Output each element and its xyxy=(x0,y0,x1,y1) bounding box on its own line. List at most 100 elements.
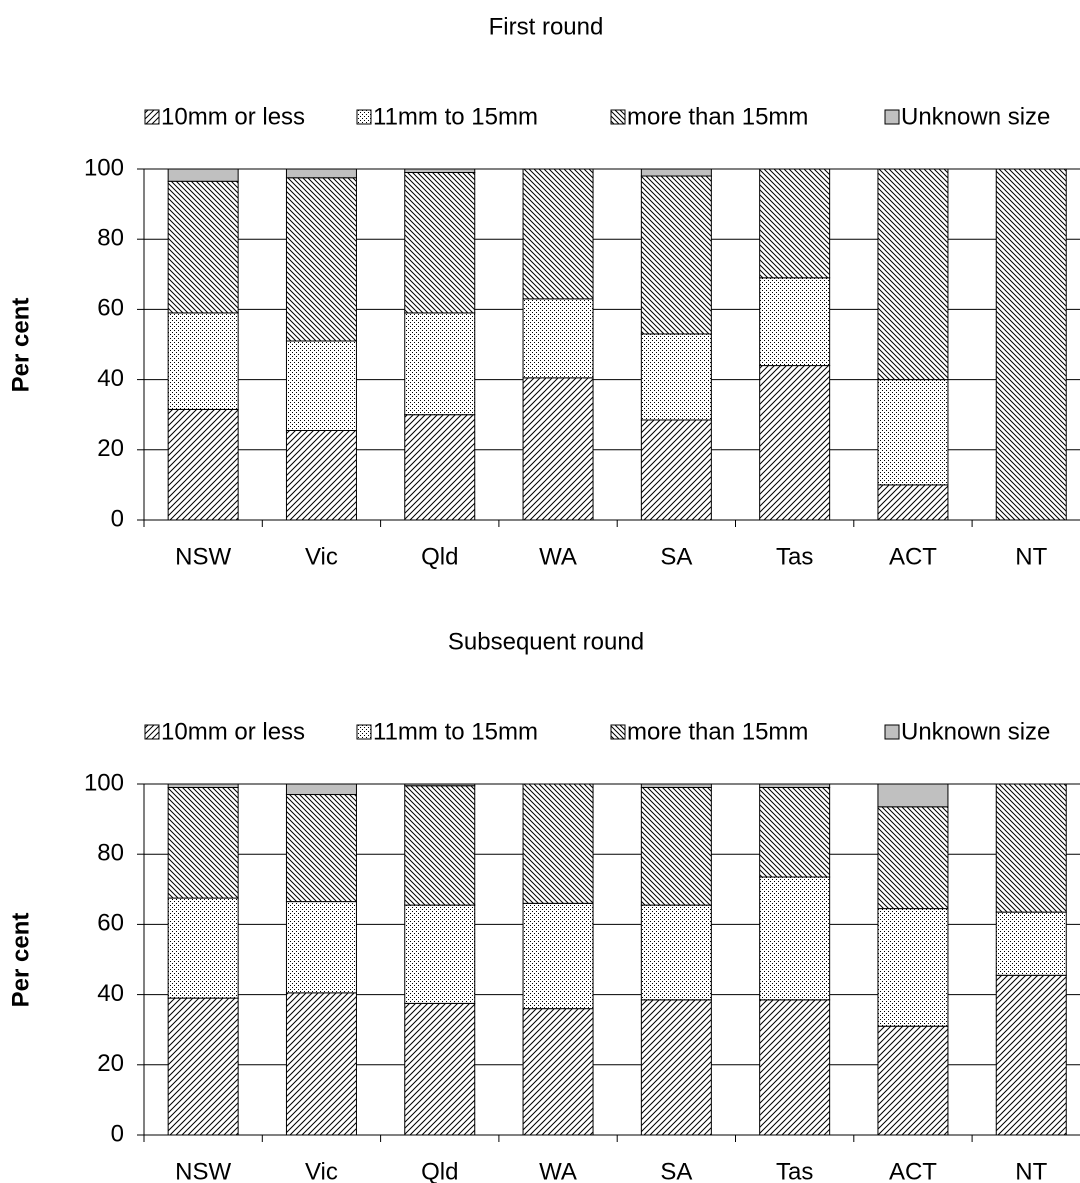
legend-label: 10mm or less xyxy=(161,718,305,745)
bar-segment xyxy=(640,175,712,335)
bar-segment xyxy=(877,806,949,910)
x-tick-label: NSW xyxy=(175,1158,231,1183)
bar-segment xyxy=(167,997,239,1136)
x-tick-label: Qld xyxy=(421,543,458,570)
bar-segment xyxy=(522,298,594,379)
legend-item: 10mm or less xyxy=(144,103,305,130)
bar-segment xyxy=(167,408,239,521)
bar-segment xyxy=(640,168,712,177)
bar-segment xyxy=(995,974,1067,1136)
y-tick-label: 100 xyxy=(84,154,124,181)
bar-segment xyxy=(995,783,1067,913)
legend-item: more than 15mm xyxy=(610,103,808,130)
bar-segment xyxy=(522,902,594,1010)
y-tick-label: 0 xyxy=(111,505,124,532)
bar-segment xyxy=(759,787,831,878)
chart: First round Per cent 10mm or less 11mm to 1… xyxy=(7,13,1080,570)
y-tick-label: 100 xyxy=(84,769,124,796)
x-tick-label: WA xyxy=(539,1158,577,1183)
bar-segment xyxy=(759,168,831,279)
y-tick-label: 80 xyxy=(97,840,124,867)
legend-swatch xyxy=(144,724,160,740)
legend-swatch xyxy=(884,724,900,740)
y-tick-label: 60 xyxy=(97,295,124,322)
bar-segment xyxy=(759,876,831,1001)
legend-label: 10mm or less xyxy=(161,103,305,130)
bar-segment xyxy=(877,1025,949,1136)
bar-segment xyxy=(640,904,712,1001)
legend-item: 11mm to 15mm xyxy=(356,718,538,745)
bar-segment xyxy=(759,365,831,521)
bar-segment xyxy=(167,180,239,314)
x-tick-label: Tas xyxy=(776,1158,813,1183)
bar-segment xyxy=(285,794,357,903)
x-tick-label: NSW xyxy=(175,543,231,570)
bar-segment xyxy=(404,1002,476,1136)
bar-segment xyxy=(167,783,239,789)
y-axis-label: Per cent xyxy=(7,298,34,393)
bar-segment xyxy=(404,414,476,521)
bar-segment xyxy=(877,908,949,1027)
y-tick-label: 0 xyxy=(111,1120,124,1147)
x-tick-label: Tas xyxy=(776,543,813,570)
bar-segment xyxy=(522,377,594,521)
legend-swatch xyxy=(356,724,372,740)
x-tick-label: WA xyxy=(539,543,577,570)
bar-segment xyxy=(404,785,476,906)
bar-segment xyxy=(404,904,476,1004)
bar-segment xyxy=(759,783,831,789)
legend-swatch xyxy=(884,109,900,125)
legend-label: Unknown size xyxy=(901,718,1050,745)
legend-label: 11mm to 15mm xyxy=(373,718,538,745)
bar-segment xyxy=(640,999,712,1136)
bar-segment xyxy=(404,783,476,787)
bar-segment xyxy=(404,168,476,174)
bar-segment xyxy=(285,340,357,431)
bar-segment xyxy=(640,333,712,421)
chart-title: Subsequent round xyxy=(448,628,644,655)
x-tick-label: ACT xyxy=(889,543,937,570)
chart: Subsequent round Per cent 10mm or less 11mm… xyxy=(7,628,1080,1183)
y-tick-label: 40 xyxy=(97,365,124,392)
bar-segment xyxy=(285,901,357,994)
bar-segment xyxy=(285,168,357,179)
legend-label: 11mm to 15mm xyxy=(373,103,538,130)
bar-segment xyxy=(167,168,239,182)
bar-segment xyxy=(877,484,949,521)
bar-segment xyxy=(640,783,712,789)
legend-item: 11mm to 15mm xyxy=(356,103,538,130)
x-tick-label: SA xyxy=(660,543,692,570)
y-tick-label: 20 xyxy=(97,435,124,462)
legend-swatch xyxy=(144,109,160,125)
bar-segment xyxy=(759,277,831,367)
legend-swatch xyxy=(610,724,626,740)
bar-segment xyxy=(404,172,476,314)
legend-item: 10mm or less xyxy=(144,718,305,745)
bar-segment xyxy=(167,787,239,899)
x-tick-label: ACT xyxy=(889,1158,937,1183)
legend-swatch xyxy=(610,109,626,125)
bar-segment xyxy=(640,787,712,906)
legend-item: more than 15mm xyxy=(610,718,808,745)
chart-title: First round xyxy=(489,13,604,40)
bar-segment xyxy=(640,419,712,521)
x-tick-label: Vic xyxy=(305,1158,338,1183)
bar-segment xyxy=(285,429,357,521)
legend-item: Unknown size xyxy=(884,718,1050,745)
bar-segment xyxy=(285,177,357,342)
legend-swatch xyxy=(356,109,372,125)
bar-segment xyxy=(877,379,949,486)
x-tick-label: NT xyxy=(1015,543,1047,570)
y-axis-label: Per cent xyxy=(7,913,34,1008)
bar-segment xyxy=(522,168,594,300)
legend-label: more than 15mm xyxy=(627,718,808,745)
x-tick-label: SA xyxy=(660,1158,692,1183)
x-tick-label: Qld xyxy=(421,1158,458,1183)
bar-segment xyxy=(404,312,476,416)
bar-segment xyxy=(522,783,594,904)
y-tick-label: 20 xyxy=(97,1050,124,1077)
legend-label: Unknown size xyxy=(901,103,1050,130)
y-tick-label: 40 xyxy=(97,980,124,1007)
bar-segment xyxy=(995,168,1067,521)
